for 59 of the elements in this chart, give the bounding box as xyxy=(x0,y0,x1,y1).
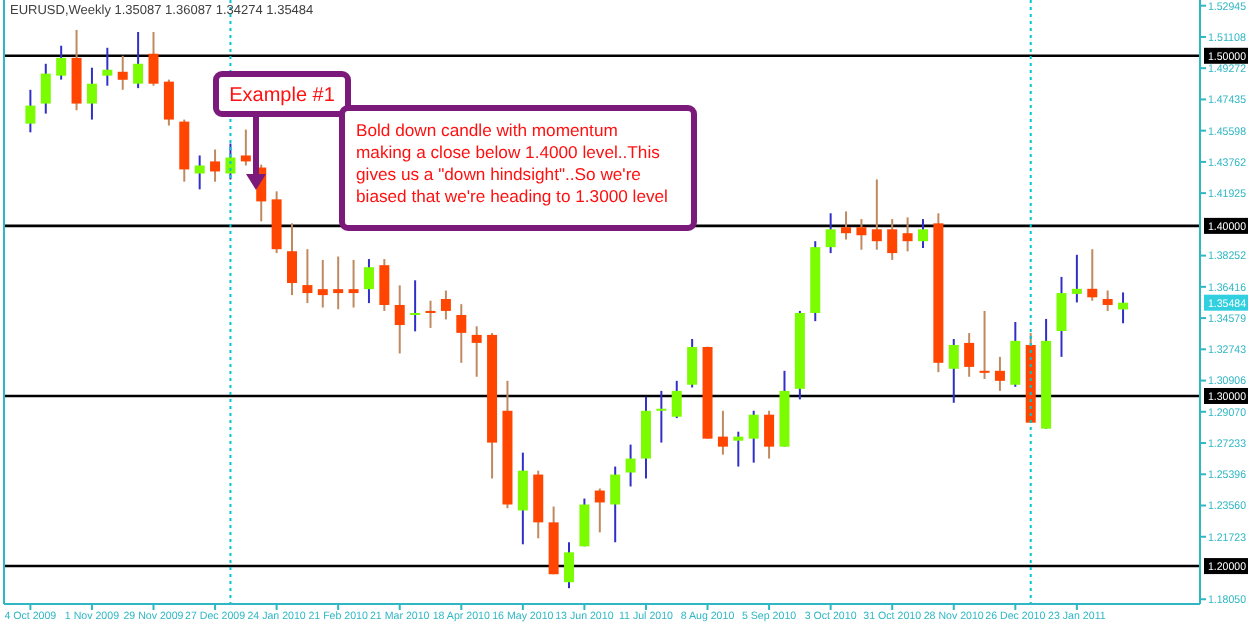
candlestick xyxy=(379,258,390,312)
candlestick xyxy=(887,218,898,261)
candlestick xyxy=(841,210,852,241)
candlestick xyxy=(671,379,682,420)
candlestick xyxy=(71,28,82,112)
candlestick xyxy=(240,128,251,167)
candlestick xyxy=(533,469,544,540)
candlestick xyxy=(333,255,344,311)
candlestick xyxy=(348,258,359,309)
candlestick xyxy=(825,212,836,255)
candlestick xyxy=(979,309,990,380)
candlestick xyxy=(917,218,928,249)
candlestick xyxy=(594,487,605,534)
candlestick xyxy=(102,46,113,87)
candlestick xyxy=(410,279,421,333)
candlestick xyxy=(210,148,221,183)
candlestick xyxy=(1056,275,1067,358)
candlestick xyxy=(1102,289,1113,312)
candlestick xyxy=(579,497,590,548)
candlestick xyxy=(440,289,451,321)
candlestick xyxy=(456,303,467,364)
candlestick xyxy=(287,222,298,297)
candlestick xyxy=(517,451,528,546)
candlestick xyxy=(717,409,728,456)
candlestick xyxy=(133,30,144,90)
candlestick xyxy=(117,54,128,91)
candlestick xyxy=(148,30,159,87)
candlestick xyxy=(656,389,667,444)
annotation: Bold down candle with momentum making a close below 1.4000 level..This gives us a "down hindsight"..So we're biased that we're heading to 1.3000 level xyxy=(356,120,669,206)
candlestick xyxy=(471,325,482,378)
candlestick xyxy=(25,88,36,134)
annotation: Example #1 xyxy=(229,85,336,107)
candlestick xyxy=(748,409,759,464)
candlestick xyxy=(856,218,867,251)
candlestick xyxy=(764,409,775,460)
candlestick xyxy=(56,44,67,81)
candlestick xyxy=(86,66,97,121)
candlestick xyxy=(948,338,959,404)
candlestick xyxy=(994,355,1005,392)
candlestick xyxy=(1087,248,1098,302)
candlestick xyxy=(610,465,621,544)
candlestick xyxy=(964,332,975,378)
candlestick xyxy=(687,338,698,389)
candlestick xyxy=(394,284,405,355)
candlestick xyxy=(302,248,313,305)
candlestick xyxy=(179,118,190,183)
candlestick xyxy=(733,430,744,468)
candlestick xyxy=(640,395,651,480)
candlestick xyxy=(40,62,51,115)
candlestick xyxy=(625,443,636,488)
candlestick xyxy=(564,541,575,590)
candlestick xyxy=(163,78,174,127)
candlestick xyxy=(363,258,374,305)
candlestick xyxy=(902,216,913,253)
candlestick xyxy=(317,258,328,309)
candlestick xyxy=(425,299,436,329)
candlestick xyxy=(1010,320,1021,388)
candlestick xyxy=(871,178,882,251)
candlestick xyxy=(1071,253,1082,304)
